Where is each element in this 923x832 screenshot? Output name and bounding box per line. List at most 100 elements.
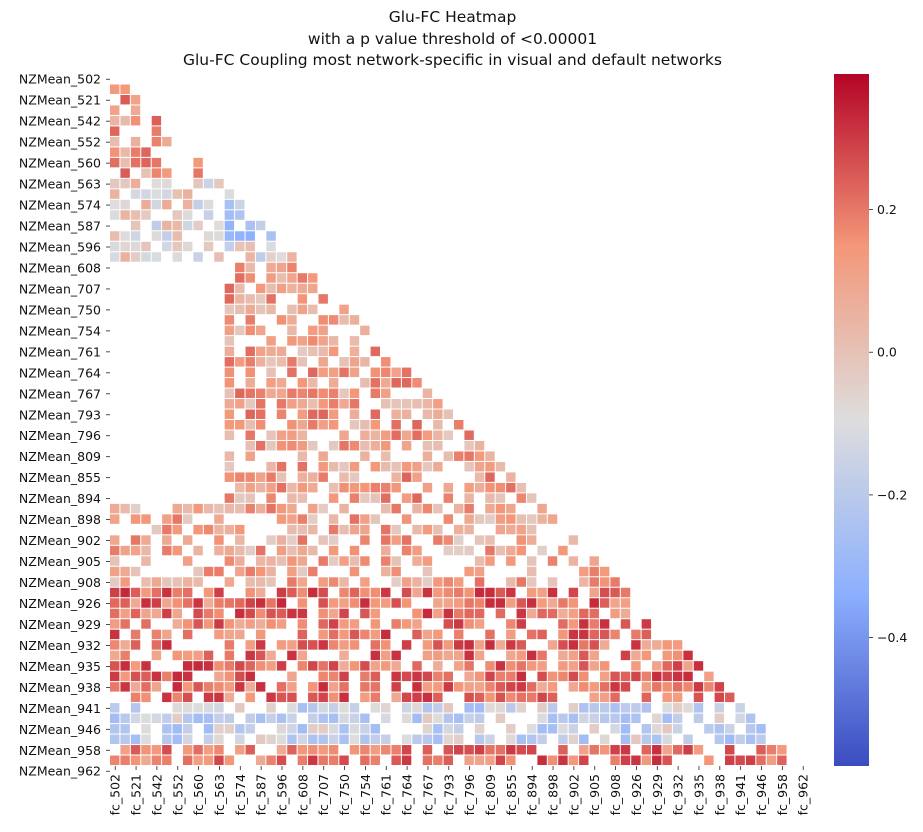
- heatmap-cell: [672, 713, 683, 724]
- heatmap-cell: [151, 713, 162, 724]
- heatmap-cell: [266, 336, 276, 346]
- heatmap-cell: [401, 619, 412, 629]
- heatmap-cell: [443, 745, 453, 755]
- heatmap-cell: [652, 661, 662, 671]
- heatmap-cell: [558, 724, 568, 734]
- heatmap-cell: [401, 671, 412, 682]
- heatmap-cell: [172, 189, 182, 199]
- y-tick-label: NZMean_796: [19, 428, 101, 443]
- heatmap-cell: [433, 703, 443, 713]
- heatmap-cell: [110, 598, 120, 608]
- heatmap-cell: [224, 545, 235, 556]
- heatmap-cell: [214, 608, 224, 619]
- heatmap-cell: [318, 325, 328, 336]
- heatmap-cell: [370, 514, 381, 524]
- x-tick-label: fc_521: [129, 774, 144, 815]
- heatmap-cell: [266, 262, 276, 273]
- heatmap-cell: [370, 409, 381, 419]
- heatmap-cell: [422, 734, 433, 745]
- heatmap-cell: [297, 629, 308, 640]
- heatmap-cell: [287, 304, 297, 315]
- heatmap-cell: [276, 682, 287, 692]
- heatmap-cell: [370, 692, 381, 703]
- heatmap-cell: [672, 640, 683, 650]
- heatmap-cell: [130, 220, 141, 231]
- heatmap-cell: [255, 566, 266, 577]
- heatmap-cell: [370, 378, 381, 388]
- heatmap-cell: [610, 692, 620, 703]
- heatmap-cell: [328, 461, 339, 472]
- heatmap-cell: [558, 629, 568, 640]
- heatmap-cell: [255, 294, 266, 304]
- chart-title-line-1: Glu-FC Heatmap: [388, 8, 517, 26]
- heatmap-cell: [516, 482, 526, 493]
- heatmap-cell: [214, 703, 224, 713]
- heatmap-cell: [381, 461, 391, 472]
- heatmap-cell: [172, 608, 182, 619]
- heatmap-cell: [120, 713, 130, 724]
- heatmap-cell: [506, 671, 516, 682]
- heatmap-cell: [328, 755, 339, 765]
- heatmap-cell: [433, 503, 443, 514]
- x-tick-label: fc_855: [504, 774, 519, 815]
- heatmap-cell: [266, 692, 276, 703]
- heatmap-cell: [151, 640, 162, 650]
- heatmap-cell: [360, 325, 370, 336]
- chart-title-line-2: with a p value threshold of <0.00001: [307, 30, 598, 48]
- heatmap-cell: [245, 273, 255, 283]
- heatmap-cell: [203, 524, 214, 535]
- heatmap-cell: [308, 514, 318, 524]
- heatmap-cell: [620, 650, 631, 661]
- heatmap-cell: [620, 755, 631, 765]
- heatmap-cell: [328, 608, 339, 619]
- heatmap-cell: [224, 650, 235, 661]
- heatmap-cell: [328, 524, 339, 535]
- y-tick-label: NZMean_502: [19, 72, 101, 87]
- heatmap-cell: [224, 451, 235, 461]
- heatmap-cell: [579, 745, 589, 755]
- heatmap-cell: [537, 724, 547, 734]
- heatmap-cell: [370, 734, 381, 745]
- heatmap-cell: [495, 461, 506, 472]
- heatmap-cell: [276, 713, 287, 724]
- heatmap-cell: [526, 535, 537, 545]
- heatmap-cell: [308, 755, 318, 765]
- heatmap-cell: [245, 640, 255, 650]
- heatmap-cell: [381, 430, 391, 440]
- heatmap-cell: [245, 566, 255, 577]
- heatmap-cell: [641, 640, 652, 650]
- heatmap-cell: [579, 619, 589, 629]
- heatmap-cell: [266, 461, 276, 472]
- heatmap-cell: [349, 661, 360, 671]
- heatmap-cell: [255, 283, 266, 294]
- heatmap-cell: [287, 430, 297, 440]
- heatmap-cell: [401, 745, 412, 755]
- heatmap-cell: [224, 388, 235, 399]
- heatmap-cell: [599, 587, 610, 598]
- heatmap-cell: [255, 420, 266, 430]
- heatmap-cell: [182, 587, 193, 598]
- heatmap-cell: [141, 755, 151, 765]
- heatmap-cell: [360, 724, 370, 734]
- heatmap-cell: [328, 682, 339, 692]
- heatmap-cell: [349, 713, 360, 724]
- heatmap-cell: [224, 378, 235, 388]
- heatmap-cell: [120, 661, 130, 671]
- heatmap-cell: [276, 535, 287, 545]
- heatmap-cell: [328, 535, 339, 545]
- heatmap-cell: [631, 713, 641, 724]
- heatmap-cell: [318, 472, 328, 482]
- heatmap-cell: [214, 692, 224, 703]
- heatmap-cell: [182, 199, 193, 210]
- heatmap-cell: [297, 430, 308, 440]
- heatmap-cell: [276, 640, 287, 650]
- heatmap-cell: [318, 346, 328, 357]
- heatmap-cell: [360, 524, 370, 535]
- heatmap-cell: [349, 440, 360, 451]
- heatmap-cell: [235, 608, 245, 619]
- heatmap-cell: [318, 745, 328, 755]
- heatmap-cell: [214, 755, 224, 765]
- heatmap-cell: [276, 745, 287, 755]
- heatmap-cell: [735, 713, 745, 724]
- heatmap-cell: [151, 755, 162, 765]
